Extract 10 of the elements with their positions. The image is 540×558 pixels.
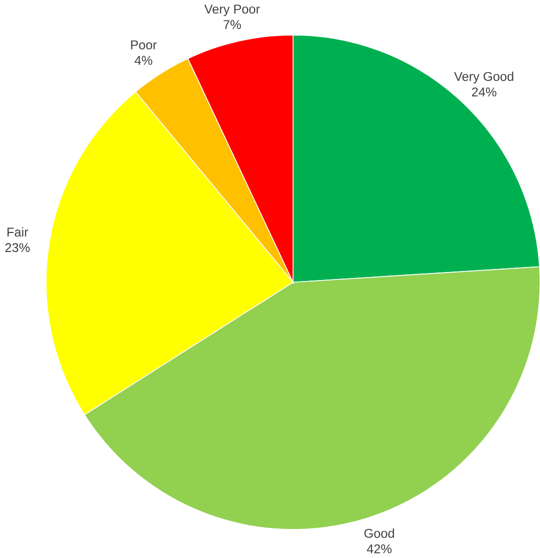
data-label: 4%	[134, 56, 152, 65]
slice-label: Very Good	[454, 72, 514, 84]
data-label: 7%	[223, 20, 241, 30]
slice-label: Good	[364, 528, 394, 538]
slice-label: Very Poor	[204, 4, 260, 16]
data-label: 42%	[366, 544, 392, 554]
data-label: 23%	[5, 243, 30, 252]
slice-label: Fair	[7, 227, 28, 237]
data-label: 24%	[472, 87, 496, 96]
slice-label: Poor	[130, 40, 157, 50]
